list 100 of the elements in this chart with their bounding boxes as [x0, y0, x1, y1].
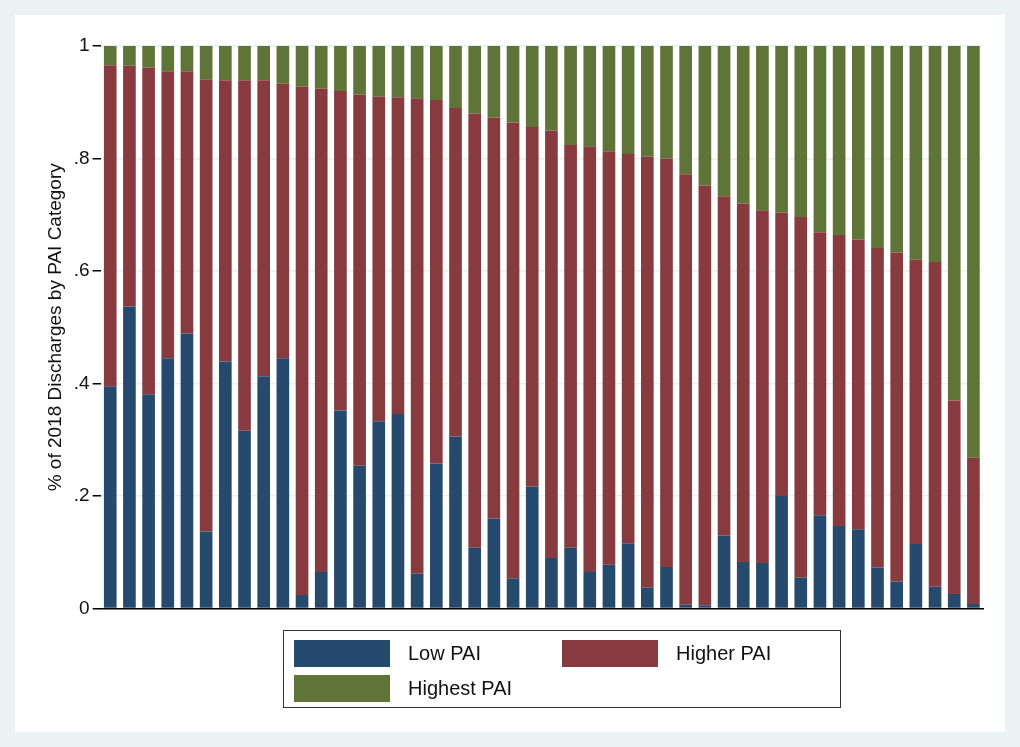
bar [621, 154, 635, 544]
bar [429, 100, 443, 464]
bar [372, 46, 386, 97]
bar [564, 46, 577, 146]
bar [449, 107, 462, 437]
bar [967, 46, 980, 458]
bar [794, 577, 808, 608]
y-tick-label: .2 [73, 484, 90, 506]
bar [238, 46, 251, 81]
bar [295, 46, 309, 87]
bar [449, 436, 462, 608]
bar [775, 46, 788, 213]
bar [851, 529, 865, 608]
bar [947, 593, 961, 608]
bar [621, 46, 635, 155]
bar [123, 306, 136, 608]
bar [813, 232, 827, 516]
bar [545, 557, 558, 608]
bar [429, 46, 443, 101]
bar [238, 80, 251, 431]
bar [391, 97, 405, 414]
bar [583, 146, 597, 573]
y-axis-title: % of 2018 Discharges by PAI Category [43, 162, 65, 492]
bar [142, 394, 155, 608]
bar [410, 98, 424, 574]
bar [238, 430, 251, 608]
bar [487, 46, 501, 118]
bar [410, 573, 424, 608]
bar [679, 174, 693, 605]
bar [890, 252, 904, 582]
bar [180, 71, 194, 334]
bar [909, 46, 923, 260]
bar [890, 46, 904, 253]
bar [123, 65, 136, 307]
bar [391, 413, 405, 608]
bar [775, 212, 788, 497]
bar [640, 156, 654, 588]
legend-label: Low PAI [408, 642, 481, 665]
bar [909, 259, 923, 544]
bar [698, 46, 712, 186]
bar [468, 46, 482, 114]
bar [314, 572, 328, 608]
bar [736, 561, 750, 608]
bar [660, 566, 673, 608]
bar [564, 547, 577, 608]
bar [506, 46, 520, 123]
bar [871, 247, 884, 568]
bar [602, 564, 616, 608]
bar [851, 46, 865, 240]
bar [180, 333, 194, 608]
bar [583, 572, 597, 608]
bar [794, 46, 808, 218]
bar [314, 46, 328, 89]
bar [525, 486, 539, 608]
bar [698, 605, 712, 608]
bar [257, 46, 271, 81]
bar [640, 46, 654, 157]
bar [334, 46, 347, 92]
bar [602, 46, 616, 152]
y-tick-label: 1 [79, 34, 90, 56]
bar [276, 83, 290, 359]
bar [909, 543, 923, 608]
bar [199, 79, 213, 532]
bar [564, 145, 577, 548]
bar [525, 127, 539, 487]
bar [871, 46, 884, 248]
bar [334, 91, 347, 411]
bar [219, 46, 232, 81]
bar [928, 586, 942, 608]
bar [103, 65, 117, 387]
bar [449, 46, 462, 108]
bar [295, 595, 309, 608]
bar [123, 46, 136, 66]
bar [660, 158, 673, 567]
bar [947, 400, 961, 594]
bar [679, 604, 693, 608]
bar [640, 587, 654, 608]
bar [794, 217, 808, 578]
bar [890, 581, 904, 608]
bar [199, 46, 213, 80]
bar [219, 80, 232, 362]
bar [468, 113, 482, 548]
bar [756, 210, 769, 564]
bar [506, 122, 520, 579]
bar [717, 196, 731, 536]
bar [525, 46, 539, 128]
bar [199, 531, 213, 608]
bar [545, 46, 558, 131]
bar [851, 239, 865, 530]
bar [219, 361, 232, 608]
bar [161, 71, 175, 359]
bar [583, 46, 597, 147]
bar [717, 46, 731, 197]
bar [372, 421, 386, 608]
y-tick-label: .4 [73, 371, 91, 393]
bar [736, 203, 750, 562]
bar [353, 94, 366, 466]
bar [679, 46, 693, 175]
bar [621, 543, 635, 608]
bar [142, 46, 155, 68]
